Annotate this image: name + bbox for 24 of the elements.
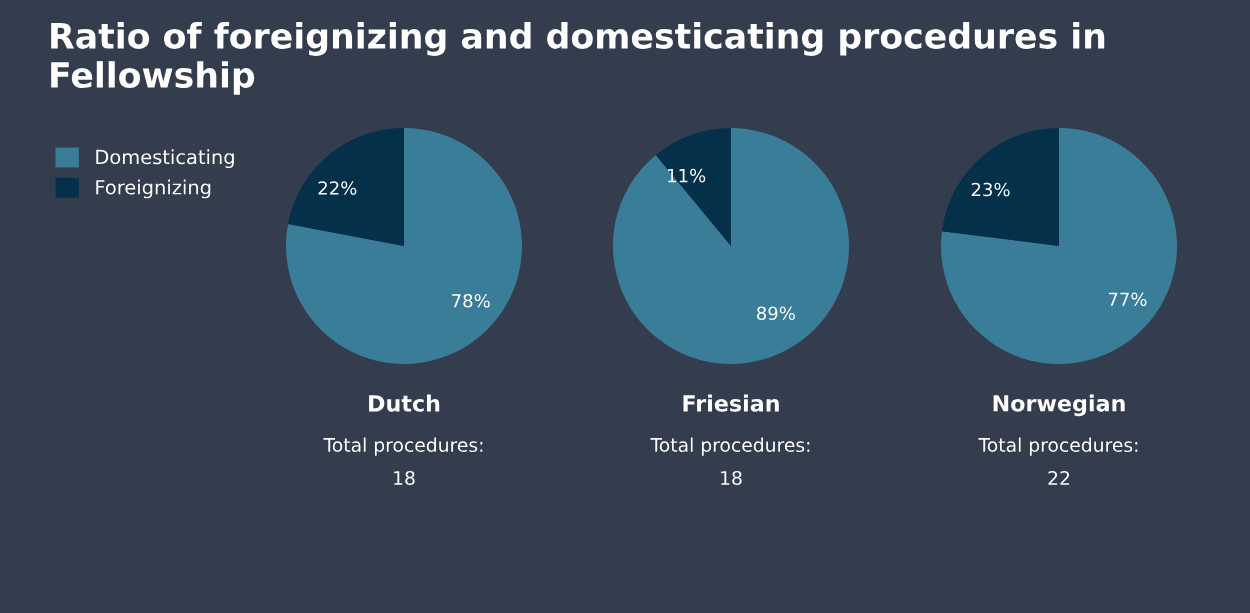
pie-slice — [941, 128, 1177, 364]
data-label: 78% — [452, 293, 490, 308]
text: 22 — [1048, 470, 1070, 485]
data-label: 11% — [668, 168, 706, 183]
text: Dutch — [369, 394, 440, 412]
text: Friesian — [683, 394, 779, 412]
pie-slice — [655, 128, 731, 246]
text: Total procedures: — [978, 437, 1138, 456]
data-label: 89% — [757, 306, 795, 321]
text: Norwegian — [993, 394, 1125, 417]
pie-slice — [613, 128, 849, 364]
text: 18 — [394, 470, 415, 486]
data-label: 23% — [971, 182, 1010, 197]
pie-slice — [288, 128, 404, 246]
pie-slice — [941, 128, 1059, 246]
text: Total procedures: — [650, 437, 810, 456]
data-label: 77% — [1108, 292, 1147, 307]
pie-slice — [286, 128, 522, 364]
text: 18 — [721, 470, 742, 486]
text: Total procedures: — [323, 437, 483, 456]
legend-label: Domesticating — [96, 149, 234, 169]
legend-label: Foreignizing — [96, 179, 211, 199]
data-label: 22% — [318, 181, 357, 195]
text: Ratio of foreignizing and domesticating procedures in Fellowship — [51, 22, 1105, 95]
